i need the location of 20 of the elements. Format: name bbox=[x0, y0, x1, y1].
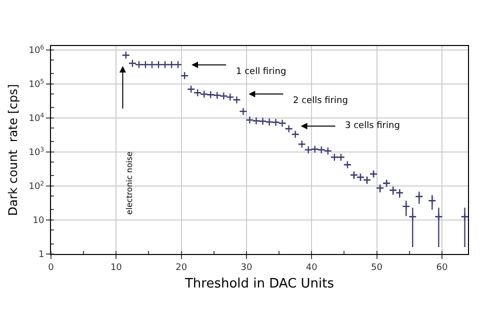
x-axis-title: Threshold in DAC Units bbox=[184, 276, 334, 292]
x-tick-label: 40 bbox=[306, 262, 318, 273]
y-tick-label: 10$^{2}$ bbox=[28, 180, 44, 192]
y-tick-label: 10$^{3}$ bbox=[28, 146, 44, 158]
y-tick-label: 10$^{5}$ bbox=[28, 78, 44, 90]
x-tick-label: 60 bbox=[436, 262, 448, 273]
y-tick-label: 10$^{6}$ bbox=[28, 44, 44, 56]
x-tick-label: 50 bbox=[371, 262, 383, 273]
annotation: 2 cells firing bbox=[293, 96, 348, 106]
annotation: electronic noise bbox=[124, 151, 134, 215]
x-tick-label: 10 bbox=[110, 262, 122, 273]
x-tick-label: 20 bbox=[176, 262, 188, 273]
annotation: 1 cell firing bbox=[236, 67, 286, 77]
y-axis-title: Dark count rate [cps] bbox=[6, 84, 20, 216]
y-tick-label: 1 bbox=[38, 250, 44, 260]
x-tick-label: 30 bbox=[240, 262, 252, 273]
y-tick-label: 10 bbox=[32, 216, 44, 226]
y-tick-label: 10$^{4}$ bbox=[28, 112, 44, 124]
annotation: 3 cells firing bbox=[345, 121, 400, 131]
x-tick-label: 0 bbox=[48, 262, 54, 273]
